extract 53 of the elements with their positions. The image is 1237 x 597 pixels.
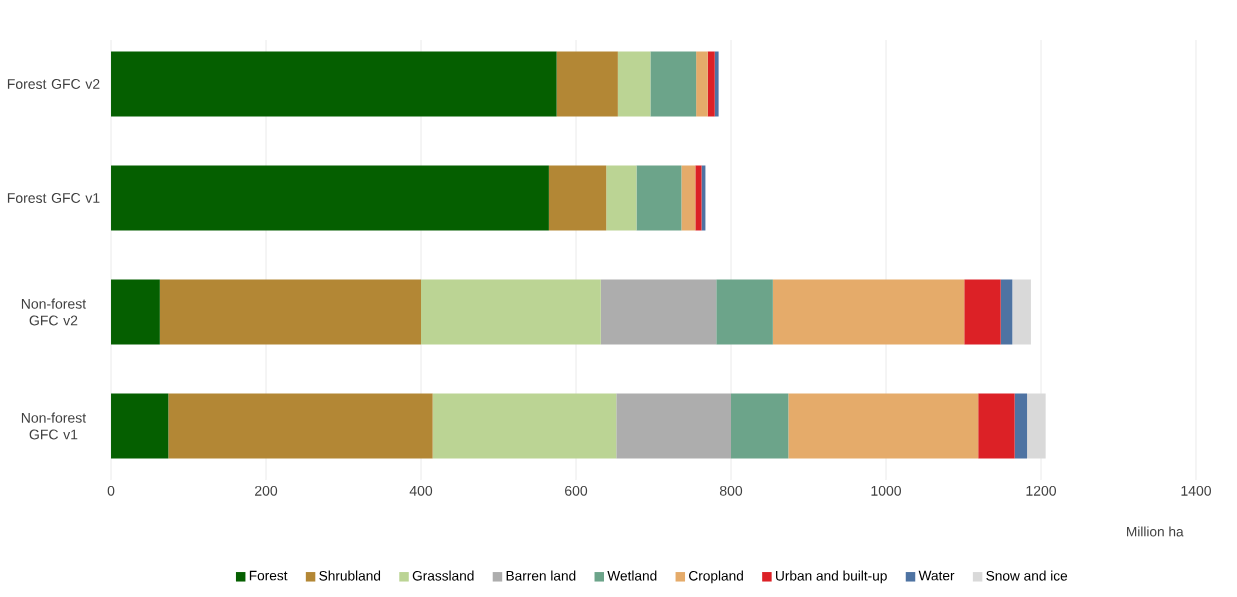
bar — [111, 279, 160, 345]
legend-label: Urban and built-up — [776, 570, 887, 584]
bar — [548, 165, 607, 231]
bar — [681, 165, 696, 231]
bar — [788, 393, 979, 459]
bar — [432, 393, 617, 459]
bar — [1012, 279, 1031, 345]
x-axis-title: Million ha — [1127, 526, 1184, 537]
y-tick-label: Non-forest GFC v2 — [21, 298, 87, 326]
bar — [964, 279, 1001, 345]
bar — [616, 393, 731, 459]
bar — [772, 279, 965, 345]
bar — [636, 165, 682, 231]
legend-label: Snow and ice — [986, 570, 1068, 581]
bar — [978, 393, 1015, 459]
x-tick-label: 400 — [409, 485, 433, 496]
bar — [650, 51, 697, 117]
x-tick-label: 1000 — [871, 485, 902, 496]
x-tick-label: 1200 — [1026, 485, 1057, 496]
bar — [1014, 393, 1028, 459]
y-tick-label: Forest GFC v2 — [7, 79, 100, 89]
legend-label: Forest — [249, 570, 288, 581]
legend-label: Barren land — [506, 570, 576, 581]
bar — [421, 279, 601, 345]
bar — [707, 51, 715, 117]
y-tick-label: Non-forest GFC v1 — [21, 412, 87, 440]
bar — [695, 165, 702, 231]
x-tick-label: 600 — [565, 485, 588, 496]
bar — [111, 51, 557, 117]
x-tick-label: 800 — [719, 485, 743, 496]
legend-label: Wetland — [607, 570, 657, 581]
x-tick-label: 200 — [255, 485, 278, 496]
bar — [606, 165, 637, 231]
bar — [731, 393, 789, 459]
x-tick-label: 0 — [107, 485, 115, 496]
bar — [111, 165, 549, 231]
bar — [714, 51, 719, 117]
bar — [1027, 393, 1046, 459]
bar — [111, 393, 169, 459]
bar — [556, 51, 618, 117]
bar — [617, 51, 651, 117]
legend-label: Cropland — [689, 570, 743, 584]
bar — [159, 279, 422, 345]
legend-label: Water — [918, 570, 955, 581]
bar — [716, 279, 773, 345]
x-tick-label: 1400 — [1181, 485, 1212, 496]
bar — [600, 279, 717, 345]
bar — [168, 393, 433, 459]
bar — [1000, 279, 1013, 345]
legend-label: Grassland — [412, 570, 474, 581]
legend-label: Shrubland — [319, 570, 381, 581]
bar — [696, 51, 708, 117]
y-tick-label: Forest GFC v1 — [7, 193, 100, 203]
